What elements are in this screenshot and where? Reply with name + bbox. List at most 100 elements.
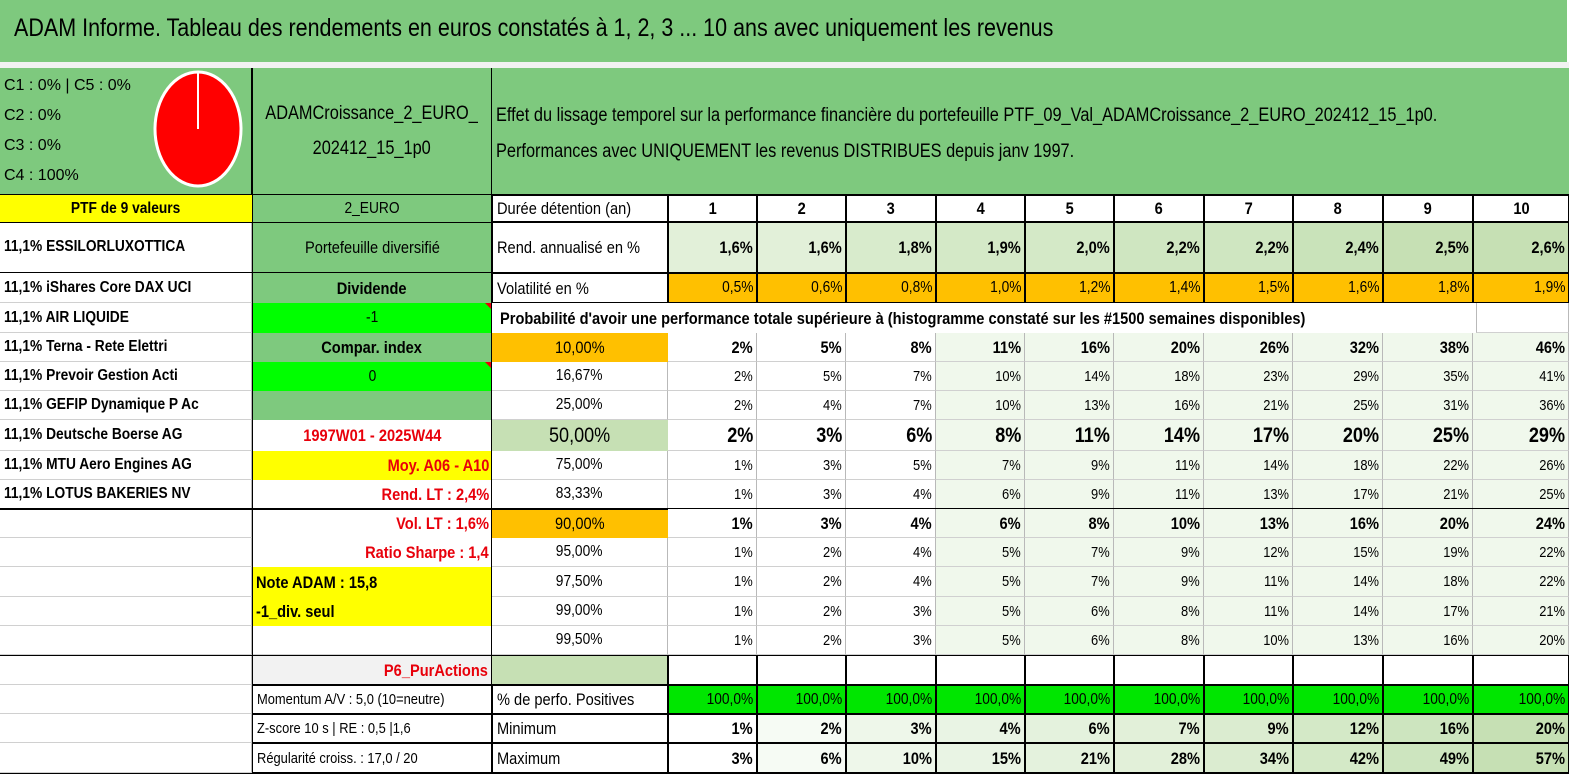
adam-note-cell: Note ADAM : 15,8 (252, 567, 492, 597)
probability-cell: 17% (1293, 480, 1383, 509)
prob-level-cell: 10,00% (492, 333, 668, 362)
annualized-return-cell: 1,8% (846, 222, 936, 273)
probability-cell: 7% (1025, 538, 1114, 567)
probability-cell: 22% (1473, 538, 1569, 567)
maximum-cell: 6% (757, 743, 846, 773)
volatility-cell: 1,2% (1025, 273, 1114, 303)
minimum-cell: 16% (1383, 714, 1473, 743)
annualized-return-cell: 2,2% (1204, 222, 1293, 273)
minimum-cell: 1% (668, 714, 757, 743)
holdings-header: PTF de 9 valeurs (0, 195, 252, 222)
probability-cell: 25% (1473, 480, 1569, 509)
empty-green-cell (492, 655, 668, 685)
year-header: 4 (936, 195, 1025, 222)
currency-cell: 2_EURO (252, 195, 492, 222)
holding-row: 11,1% Deutsche Boerse AG (0, 420, 252, 451)
prob-level-cell: 25,00% (492, 391, 668, 420)
probability-cell: 1% (668, 626, 757, 655)
empty-cell (846, 655, 936, 685)
probability-cell: 5% (936, 626, 1025, 655)
positive-perf-cell: 100,0% (668, 685, 757, 714)
empty-cell (668, 655, 757, 685)
probability-cell: 17% (1204, 420, 1293, 451)
volatility-cell: 0,6% (757, 273, 846, 303)
row-separator (0, 655, 1569, 656)
probability-cell: 41% (1473, 362, 1569, 391)
prob-level-cell: 75,00% (492, 451, 668, 480)
volatility-cell: 0,5% (668, 273, 757, 303)
momentum-cell: Momentum A/V : 5,0 (10=neutre) (252, 685, 492, 714)
holding-row: 11,1% GEFIP Dynamique P Ac (0, 391, 252, 420)
holding-row: 11,1% iShares Core DAX UCI (0, 273, 252, 303)
column-separator (252, 68, 253, 773)
probability-cell: 7% (936, 451, 1025, 480)
empty-cell (252, 626, 492, 655)
maximum-cell: 21% (1025, 743, 1114, 773)
volatility-cell: 1,4% (1114, 273, 1204, 303)
probability-cell: 26% (1473, 451, 1569, 480)
allocation-line: C2 : 0% (4, 107, 61, 124)
probability-cell: 12% (1204, 538, 1293, 567)
probability-cell: 6% (936, 480, 1025, 509)
probability-cell: 20% (1293, 420, 1383, 451)
description-panel (492, 68, 1569, 194)
probability-cell: 11% (1204, 597, 1293, 626)
empty-cell (1383, 655, 1473, 685)
prob-level-cell: 95,00% (492, 538, 668, 567)
probability-cell: 20% (1114, 333, 1204, 362)
row-separator (668, 508, 1569, 509)
probability-cell: 18% (1383, 567, 1473, 597)
empty-cell (1204, 655, 1293, 685)
probability-cell: 2% (757, 626, 846, 655)
probability-cell: 14% (1204, 451, 1293, 480)
probability-cell: 1% (668, 567, 757, 597)
probability-cell: 20% (1383, 509, 1473, 538)
probability-cell: 8% (1025, 509, 1114, 538)
probability-cell: 20% (1473, 626, 1569, 655)
probability-cell: 2% (757, 567, 846, 597)
empty-cell (0, 743, 252, 773)
allocation-line: C4 : 100% (4, 167, 79, 184)
probability-cell: 17% (1383, 597, 1473, 626)
minimum-label: Minimum (492, 714, 668, 743)
probability-cell: 1% (668, 509, 757, 538)
positive-perf-cell: 100,0% (757, 685, 846, 714)
empty-cell (1476, 303, 1569, 333)
maximum-cell: 34% (1204, 743, 1293, 773)
probability-cell: 5% (936, 538, 1025, 567)
holding-row: 11,1% LOTUS BAKERIES NV (0, 480, 252, 509)
title-banner: ADAM Informe. Tableau des rendements en … (0, 0, 1567, 63)
probability-cell: 22% (1383, 451, 1473, 480)
probability-cell: 14% (1114, 420, 1204, 451)
probability-cell: 18% (1114, 362, 1204, 391)
holding-row: 11,1% Prevoir Gestion Acti (0, 362, 252, 391)
probability-cell: 35% (1383, 362, 1473, 391)
prob-level-cell: 97,50% (492, 567, 668, 597)
year-header: 8 (1293, 195, 1383, 222)
probability-cell: 2% (757, 597, 846, 626)
year-header: 1 (668, 195, 757, 222)
allocation-line: C3 : 0% (4, 137, 61, 154)
probability-cell: 1% (668, 451, 757, 480)
probability-cell: 11% (1114, 480, 1204, 509)
empty-cell (0, 626, 252, 655)
probability-cell: 19% (1383, 538, 1473, 567)
probability-cell: 7% (846, 391, 936, 420)
portfolio-name-line2: 202412_15_1p0 (312, 137, 432, 159)
positive-perf-cell: 100,0% (936, 685, 1025, 714)
row-separator (0, 194, 1569, 195)
probability-cell: 13% (1025, 391, 1114, 420)
empty-cell (0, 685, 252, 714)
probability-cell: 16% (1025, 333, 1114, 362)
minimum-cell: 7% (1114, 714, 1204, 743)
positive-perf-cell: 100,0% (1114, 685, 1204, 714)
probability-cell: 10% (1114, 509, 1204, 538)
allocation-pie-chart (153, 70, 243, 188)
positive-perf-cell: 100,0% (1025, 685, 1114, 714)
year-header: 6 (1114, 195, 1204, 222)
prob-level-cell: 99,00% (492, 597, 668, 626)
probability-cell: 10% (936, 391, 1025, 420)
duration-label: Durée détention (an) (492, 195, 668, 222)
minimum-cell: 4% (936, 714, 1025, 743)
description-line2: Performances avec UNIQUEMENT les revenus… (496, 140, 1075, 162)
